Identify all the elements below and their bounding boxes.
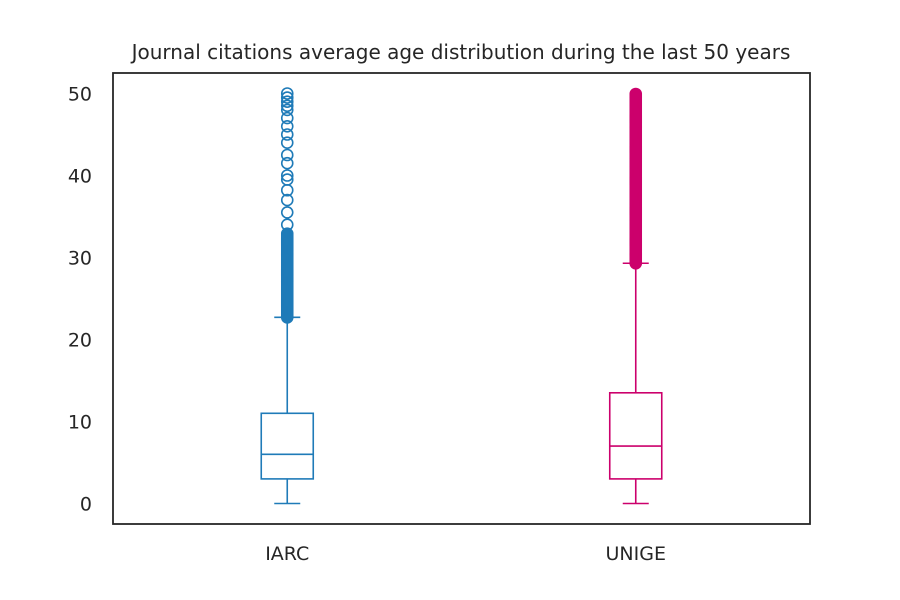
x-tick-label: IARC bbox=[265, 543, 309, 565]
box-unige bbox=[608, 87, 663, 505]
outlier-point bbox=[280, 128, 294, 141]
outlier-point bbox=[280, 87, 294, 100]
y-tick-label: 50 bbox=[68, 84, 92, 106]
x-tick-label: UNIGE bbox=[606, 543, 666, 565]
y-tick-label: 40 bbox=[68, 166, 92, 188]
outlier-point bbox=[280, 99, 294, 113]
outliers bbox=[629, 87, 643, 270]
iqr-box bbox=[260, 412, 315, 480]
y-tick-label: 20 bbox=[68, 330, 92, 352]
outlier-point bbox=[280, 91, 294, 104]
box-iarc bbox=[260, 87, 315, 505]
boxes bbox=[260, 87, 663, 505]
outlier-point bbox=[280, 169, 294, 182]
outlier-point bbox=[280, 193, 294, 207]
plot-frame bbox=[112, 72, 811, 525]
outlier-point bbox=[280, 95, 294, 108]
y-tick-label: 0 bbox=[80, 494, 92, 516]
x-axis-ticks: IARC UNIGE bbox=[265, 543, 666, 565]
outlier-point bbox=[280, 136, 294, 149]
outlier-point bbox=[280, 156, 294, 170]
outlier-point bbox=[280, 148, 294, 162]
outlier-point bbox=[280, 206, 294, 219]
outlier-point bbox=[629, 87, 643, 101]
outlier-point bbox=[280, 111, 294, 125]
y-tick-label: 30 bbox=[68, 248, 92, 270]
outlier-point bbox=[280, 120, 294, 133]
outlier-point bbox=[280, 173, 294, 186]
outlier-point bbox=[280, 227, 294, 241]
chart-title: Journal citations average age distributi… bbox=[130, 40, 791, 64]
outlier-point bbox=[280, 103, 294, 117]
y-axis-ticks: 0 10 20 30 40 50 bbox=[68, 84, 92, 516]
outliers bbox=[280, 87, 294, 324]
outlier-point bbox=[280, 218, 294, 231]
y-tick-label: 10 bbox=[68, 412, 92, 434]
iqr-box bbox=[608, 391, 663, 480]
